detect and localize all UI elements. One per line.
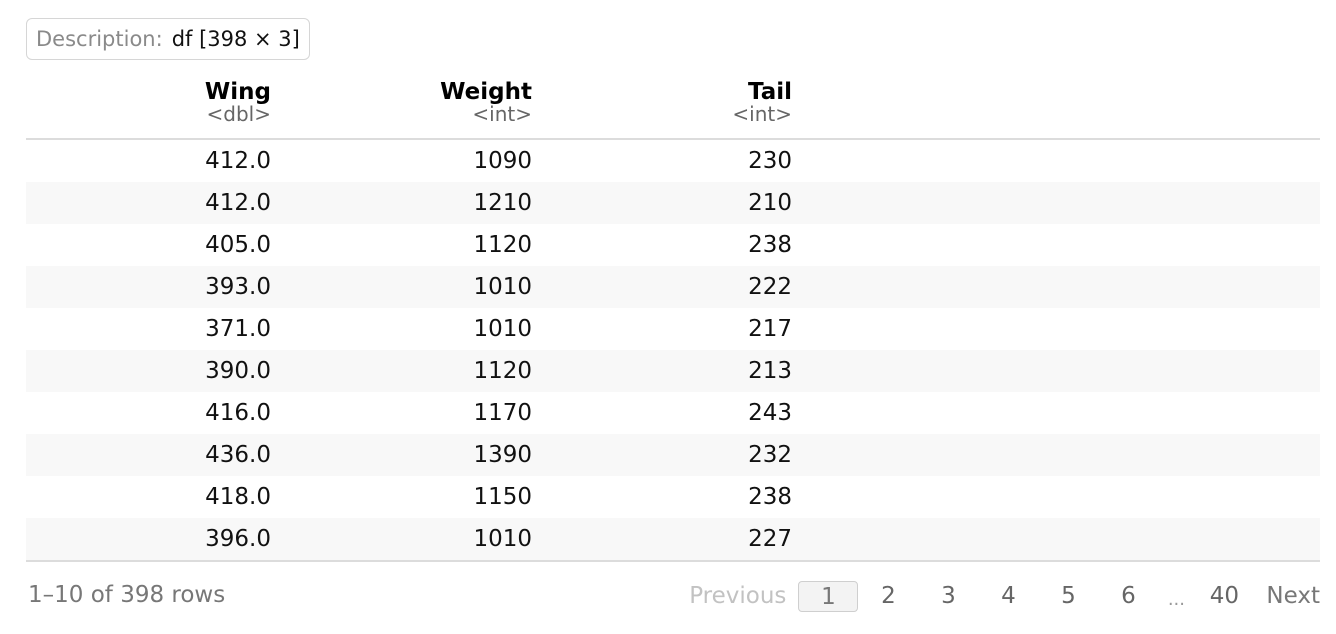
table-row: 412.0 1090 230 (26, 140, 1320, 182)
table-row: 390.0 1120 213 (26, 350, 1320, 392)
page-6-button[interactable]: 6 (1121, 583, 1136, 609)
description-value: df [398 × 3] (171, 27, 300, 51)
table-cell: 1120 (473, 358, 532, 384)
page-3-button[interactable]: 3 (941, 583, 956, 609)
table-cell: 1090 (473, 148, 532, 174)
table-cell: 1120 (473, 232, 532, 258)
column-type: <dbl> (206, 102, 271, 126)
table-cell: 393.0 (205, 274, 271, 300)
table-cell: 213 (748, 358, 792, 384)
column-name: Tail (747, 79, 792, 105)
column-name: Weight (440, 79, 532, 105)
column-header-wing[interactable]: Wing <dbl> (205, 80, 271, 124)
page-4-button[interactable]: 4 (1001, 583, 1016, 609)
pagination: Previous 1 2 3 4 5 6 ... 40 Next (689, 574, 1320, 618)
table-cell: 238 (748, 232, 792, 258)
table-cell: 371.0 (205, 316, 271, 342)
table-row: 371.0 1010 217 (26, 308, 1320, 350)
column-header-tail[interactable]: Tail <int> (732, 80, 792, 124)
row-count-info: 1–10 of 398 rows (28, 582, 226, 608)
table-row: 393.0 1010 222 (26, 266, 1320, 308)
table-row: 396.0 1010 227 (26, 518, 1320, 560)
table-row: 418.0 1150 238 (26, 476, 1320, 518)
table-footer: 1–10 of 398 rows Previous 1 2 3 4 5 6 ..… (26, 574, 1320, 618)
table-cell: 1390 (473, 442, 532, 468)
data-table: Wing <dbl> Weight <int> Tail <int> 412.0… (26, 80, 1320, 562)
table-cell: 412.0 (205, 190, 271, 216)
table-cell: 1170 (473, 400, 532, 426)
page-5-button[interactable]: 5 (1061, 583, 1076, 609)
table-cell: 1010 (473, 526, 532, 552)
table-cell: 232 (748, 442, 792, 468)
table-cell: 230 (748, 148, 792, 174)
table-cell: 1210 (473, 190, 532, 216)
column-header-weight[interactable]: Weight <int> (440, 80, 532, 124)
table-cell: 418.0 (205, 484, 271, 510)
page-2-button[interactable]: 2 (881, 583, 896, 609)
column-type: <int> (732, 102, 792, 126)
table-cell: 416.0 (205, 400, 271, 426)
table-cell: 1010 (473, 274, 532, 300)
column-name: Wing (204, 79, 271, 105)
table-cell: 396.0 (205, 526, 271, 552)
table-row: 436.0 1390 232 (26, 434, 1320, 476)
table-cell: 227 (748, 526, 792, 552)
table-cell: 210 (748, 190, 792, 216)
column-type: <int> (472, 102, 532, 126)
table-row: 412.0 1210 210 (26, 182, 1320, 224)
pagination-ellipsis: ... (1167, 588, 1185, 610)
page-40-button[interactable]: 40 (1209, 583, 1240, 609)
table-row: 405.0 1120 238 (26, 224, 1320, 266)
table-cell: 238 (748, 484, 792, 510)
description-label: Description: (36, 27, 163, 51)
table-cell: 1150 (473, 484, 532, 510)
table-cell: 405.0 (205, 232, 271, 258)
table-cell: 412.0 (205, 148, 271, 174)
next-button[interactable]: Next (1266, 583, 1320, 609)
table-cell: 436.0 (205, 442, 271, 468)
table-cell: 243 (748, 400, 792, 426)
table-header: Wing <dbl> Weight <int> Tail <int> (26, 80, 1320, 140)
table-cell: 222 (748, 274, 792, 300)
table-cell: 1010 (473, 316, 532, 342)
table-body: 412.0 1090 230 412.0 1210 210 405.0 1120… (26, 140, 1320, 562)
page-1-button[interactable]: 1 (798, 580, 859, 612)
table-cell: 217 (748, 316, 792, 342)
table-cell: 390.0 (205, 358, 271, 384)
table-row: 416.0 1170 243 (26, 392, 1320, 434)
previous-button[interactable]: Previous (689, 583, 787, 609)
table-description: Description: df [398 × 3] (26, 18, 310, 60)
